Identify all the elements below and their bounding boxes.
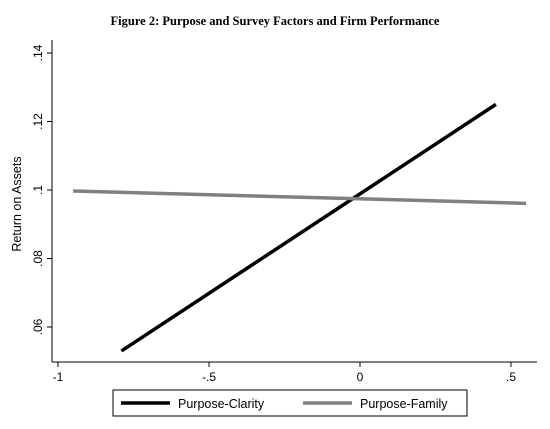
- x-tick-label: .5: [506, 370, 516, 384]
- y-tick-label: .14: [31, 44, 45, 61]
- x-tick-label: -1: [53, 370, 64, 384]
- axes: [51, 40, 537, 363]
- y-tick-label: .12: [31, 113, 45, 130]
- legend-label: Purpose-Family: [360, 397, 448, 411]
- y-tick-label: .1: [31, 185, 45, 195]
- y-tick-label: .06: [31, 318, 45, 335]
- ticks: -1 -.5 0 .5 .06 .08 .1 .12 .14: [31, 44, 516, 384]
- y-tick-label: .08: [31, 250, 45, 267]
- y-axis-label: Return on Assets: [10, 156, 24, 251]
- legend-label: Purpose-Clarity: [178, 397, 265, 411]
- x-tick-label: 0: [357, 370, 364, 384]
- legend-box: [112, 389, 468, 417]
- x-tick-label: -.5: [202, 370, 216, 384]
- series-line-purpose-family: [73, 189, 527, 206]
- series-lines: [73, 102, 527, 353]
- series-line-purpose-clarity: [120, 102, 497, 353]
- legend: Purpose-Clarity Purpose-Family: [112, 389, 468, 417]
- chart-title: Figure 2: Purpose and Survey Factors and…: [110, 14, 440, 28]
